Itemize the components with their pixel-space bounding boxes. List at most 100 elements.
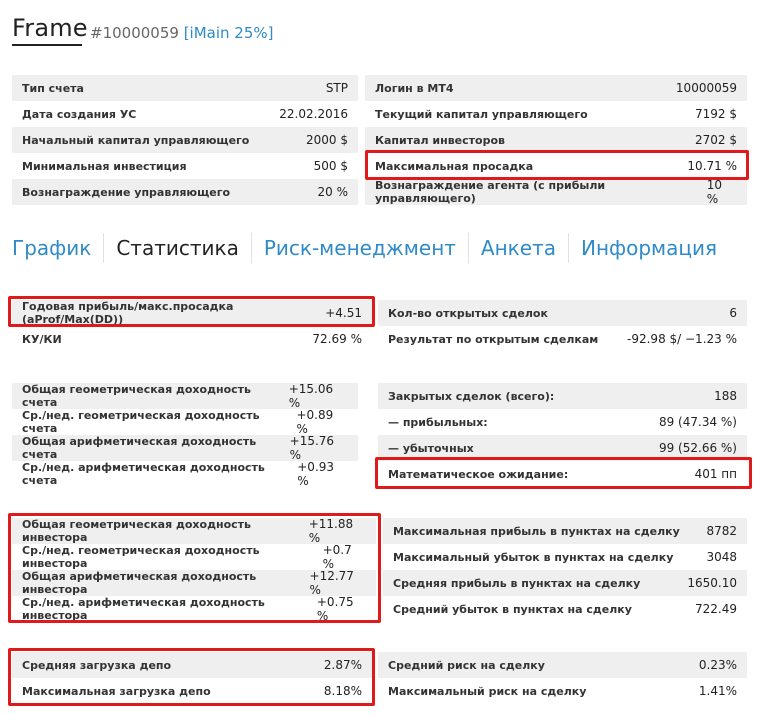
stat-row: Годовая прибыль/макс.просадка (aProf/Max… [12,300,372,326]
stat-label: Средний убыток в пунктах на сделку [393,602,632,616]
stat-label: Общая геометрическая доходность инвестор… [22,518,251,544]
stat-value: 500 $ [313,159,348,173]
stat-value: +0.7 % [322,543,352,571]
stat-value: +11.88 % [308,517,354,545]
stat-value: 1.41% [698,684,737,698]
stat-row: Кол-во открытых сделок 6 [378,300,747,326]
stat-value: 7192 $ [695,107,737,121]
stat-label: Ср./нед. геометрическая доходность счета [22,409,260,435]
stat-label: Общая геометрическая доходность счета [22,383,251,409]
stat-value: +0.89 % [296,408,334,436]
stat-value: 3048 [706,550,737,564]
stat-row: Средний убыток в пунктах на сделку 722.49 [383,596,747,622]
stat-label: Годовая прибыль/макс.просадка (aProf/Max… [22,300,234,326]
tab-questionnaire[interactable]: Анкета [480,236,556,260]
stat-label: — прибыльных: [388,415,488,429]
stat-label: Кол-во открытых сделок [388,306,548,320]
stat-value: 6 [729,306,737,320]
stat-value: 722.49 [695,602,737,616]
stat-label: Средняя прибыль в пунктах на сделку [393,576,641,590]
stat-row: — убыточных 99 (52.66 %) [378,435,747,461]
stat-value: 20 % [317,185,349,199]
stat-row: Общая арифметическая доходность счета +15… [12,434,358,462]
tab-risk-management[interactable]: Риск-менеджмент [263,236,456,260]
tab-statistics[interactable]: Статистика [116,236,239,260]
account-number: #10000059 [90,24,179,42]
stat-value: 10.71 % [687,159,737,173]
stat-row: Текущий капитал управляющего 7192 $ [365,101,747,127]
stats-table-2-left: Общая геометрическая доходность счета +15… [12,382,358,488]
account-id: #10000059 [iMain 25%] [90,24,274,42]
stat-label: Общая арифметическая доходность инвестор… [22,570,257,596]
stat-label: КУ/КИ [22,332,62,346]
stat-row: Средний риск на сделку 0.23% [378,652,747,678]
stat-label: — убыточных [388,441,474,455]
stat-value: +12.77 % [309,569,354,597]
stat-value: +15.76 % [289,434,335,462]
info-table-left: Тип счета STP Дата создания УС 22.02.2016 На… [12,75,358,205]
page-title: Frame [12,14,88,42]
stat-row: Максимальная загрузка депо 8.18% [12,678,372,704]
stat-row: Логин в МТ4 10000059 [365,75,747,101]
stat-row: Результат по открытым сделкам -92.98 $/ −… [378,326,747,352]
stat-value: +0.75 % [316,595,354,623]
stat-label: Тип счета [22,81,84,95]
stat-row: Максимальный убыток в пунктах на сделку 3… [383,544,747,570]
stat-row: Общая арифметическая доходность инвестор… [12,569,376,597]
tab-divider [103,233,105,263]
stats-table-1-left: Годовая прибыль/макс.просадка (aProf/Max… [12,300,372,352]
stat-row: Начальный капитал управляющего 2000 $ [12,127,358,153]
stat-value: 2702 $ [695,133,737,147]
stat-row: Вознаграждение управляющего 20 % [12,179,358,205]
stat-label: Математическое ожидание: [388,467,569,481]
stats-table-2-right: Закрытых сделок (всего): 188 — прибыльных:… [378,383,747,487]
stat-row: Ср./нед. арифметическая доходность счета… [12,460,358,488]
tab-divider [467,233,469,263]
stat-label: Дата создания УС [22,107,137,121]
stat-value: 89 (47.34 %) [658,415,737,429]
stat-label: Вознаграждение агента (с прибыли управля… [375,179,606,205]
tab-divider [250,233,252,263]
tab-information[interactable]: Информация [580,236,718,260]
stat-label: Текущий капитал управляющего [375,107,588,121]
stat-label: Средний риск на сделку [388,658,545,672]
stat-label: Максимальная загрузка депо [22,684,211,698]
stat-label: Максимальный риск на сделку [388,684,587,698]
stat-row: Минимальная инвестиция 500 $ [12,153,358,179]
stat-row: Средняя прибыль в пунктах на сделку 1650.… [383,570,747,596]
stat-row: Общая геометрическая доходность инвестор… [12,517,376,545]
stat-row: Ср./нед. геометрическая доходность счета… [12,408,358,436]
stat-label: Ср./нед. арифметическая доходность счета [22,461,265,487]
stat-row: Максимальная просадка 10.71 % [365,153,747,179]
stat-row: Закрытых сделок (всего): 188 [378,383,747,409]
stats-table-4-left: Средняя загрузка депо 2.87% Максимальная з… [12,652,372,704]
stats-table-3-right: Максимальная прибыль в пунктах на сделку… [383,518,747,622]
stat-value: 72.69 % [312,332,362,346]
stat-value: -92.98 $/ −1.23 % [627,332,737,346]
stat-row: Общая геометрическая доходность счета +15… [12,382,358,410]
stat-value: 8.18% [323,684,362,698]
tab-chart[interactable]: График [12,236,92,260]
stat-label: Капитал инвесторов [375,133,505,147]
stat-value: STP [325,81,348,95]
stat-value: +15.06 % [288,382,334,410]
stat-label: Минимальная инвестиция [22,159,187,173]
stats-table-3-left: Общая геометрическая доходность инвестор… [12,517,376,623]
stats-table-4-right: Средний риск на сделку 0.23% Максимальный … [378,652,747,704]
stat-row: Максимальный риск на сделку 1.41% [378,678,747,704]
stat-row: — прибыльных: 89 (47.34 %) [378,409,747,435]
stat-label: Логин в МТ4 [375,81,454,95]
tab-bar: График Статистика Риск-менеджмент Анкета… [12,228,729,268]
stat-label: Начальный капитал управляющего [22,133,250,147]
account-mode: [iMain 25%] [183,24,274,42]
stat-label: Максимальный убыток в пунктах на сделку [393,550,674,564]
stat-label: Максимальная просадка [375,159,534,173]
stat-row: Максимальная прибыль в пунктах на сделку… [383,518,747,544]
stat-row: Средняя загрузка депо 2.87% [12,652,372,678]
stat-row: Математическое ожидание: 401 пп [378,461,747,487]
stat-row: Тип счета STP [12,75,358,101]
stat-row: Ср./нед. арифметическая доходность инвес… [12,595,376,623]
stat-row: Капитал инвесторов 2702 $ [365,127,747,153]
stat-value: +0.93 % [297,460,335,488]
stat-value: 2000 $ [306,133,348,147]
